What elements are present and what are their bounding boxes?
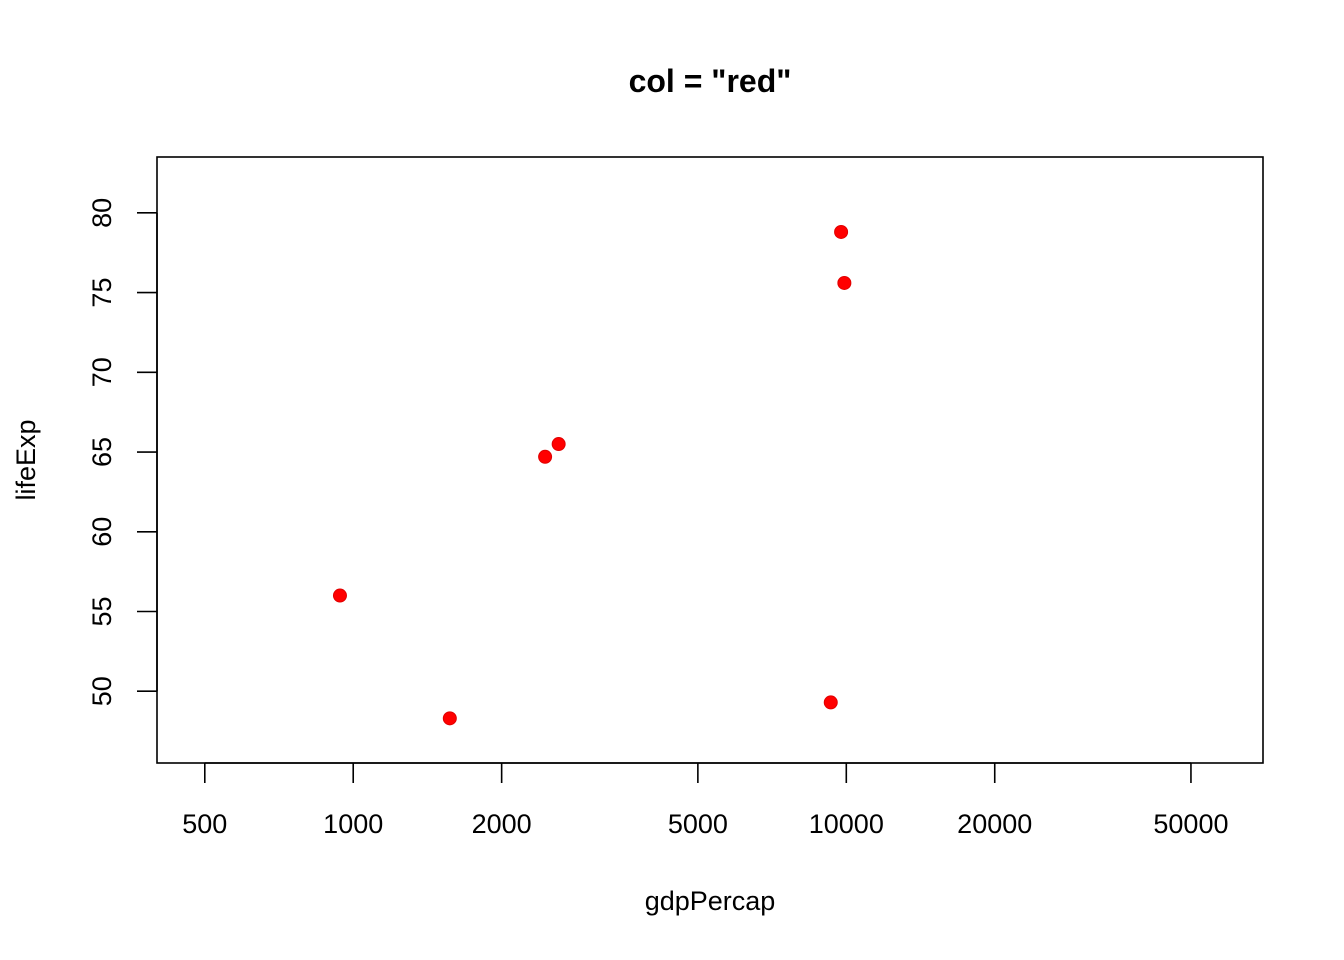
data-point — [834, 224, 849, 239]
data-point — [332, 588, 347, 603]
data-point — [442, 711, 457, 726]
data-points — [332, 224, 852, 726]
chart-title: col = "red" — [629, 63, 792, 99]
x-tick-label: 20000 — [957, 809, 1032, 839]
x-tick-label: 10000 — [809, 809, 884, 839]
y-tick-label: 70 — [87, 357, 117, 387]
plot-frame — [156, 156, 1264, 764]
data-point — [538, 449, 553, 464]
data-point — [551, 437, 566, 452]
x-axis-label: gdpPercap — [645, 886, 776, 916]
x-tick-label: 500 — [182, 809, 227, 839]
y-tick-label: 50 — [87, 676, 117, 706]
y-tick-label: 60 — [87, 517, 117, 547]
x-tick-label: 1000 — [323, 809, 383, 839]
x-tick-label: 5000 — [668, 809, 728, 839]
data-point — [823, 695, 838, 710]
y-tick-label: 75 — [87, 278, 117, 308]
x-axis: 500 1000 2000 5000 10000 20000 50000 — [182, 762, 1228, 839]
x-tick-label: 50000 — [1153, 809, 1228, 839]
x-tick-label: 2000 — [472, 809, 532, 839]
y-axis: 50 55 60 65 70 75 80 — [87, 198, 158, 706]
y-tick-label: 65 — [87, 437, 117, 467]
data-point — [837, 275, 852, 290]
y-axis-label: lifeExp — [11, 419, 41, 500]
y-tick-label: 55 — [87, 596, 117, 626]
y-tick-label: 80 — [87, 198, 117, 228]
